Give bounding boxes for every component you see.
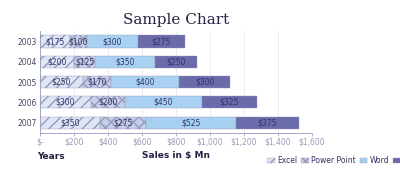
Bar (95, 56, 155, 68)
Text: $400: $400 (136, 78, 155, 87)
Bar (155, 56, 197, 68)
Text: $250: $250 (52, 78, 71, 87)
Bar (146, 117, 236, 129)
Bar (40, 56, 74, 68)
Bar (111, 76, 179, 88)
Bar (87, 35, 138, 48)
Text: $325: $325 (220, 98, 239, 107)
Text: $450: $450 (154, 98, 173, 107)
Bar (82, 76, 111, 88)
Text: $200: $200 (47, 57, 67, 66)
Text: $100: $100 (68, 37, 88, 46)
Bar (100, 117, 146, 129)
Text: $125: $125 (75, 57, 94, 66)
Bar (40, 117, 100, 129)
Text: $175: $175 (45, 37, 64, 46)
Text: $300: $300 (195, 78, 215, 87)
Text: $350: $350 (60, 118, 80, 127)
Text: $170: $170 (87, 78, 107, 87)
Text: $300: $300 (56, 98, 75, 107)
Text: $275: $275 (113, 118, 132, 127)
Legend: Excel, Power Point, Word, Outlook: Excel, Power Point, Word, Outlook (264, 153, 400, 169)
Text: $250: $250 (166, 57, 186, 66)
Text: $200: $200 (98, 98, 118, 107)
Text: $300: $300 (102, 37, 122, 46)
Text: $350: $350 (115, 57, 135, 66)
Bar (202, 96, 257, 108)
Bar (236, 117, 299, 129)
Bar (74, 56, 95, 68)
Bar (40, 35, 70, 48)
Text: Years: Years (37, 152, 65, 161)
Bar (40, 76, 82, 88)
Bar (179, 76, 230, 88)
Text: $525: $525 (181, 118, 200, 127)
Bar (70, 35, 87, 48)
Text: $375: $375 (258, 118, 277, 127)
Bar (125, 96, 202, 108)
Bar (91, 96, 125, 108)
Text: $275: $275 (152, 37, 171, 46)
Title: Sample Chart: Sample Chart (123, 13, 229, 27)
X-axis label: Sales in $ Mn: Sales in $ Mn (142, 151, 210, 160)
Bar (138, 35, 184, 48)
Bar (40, 96, 91, 108)
